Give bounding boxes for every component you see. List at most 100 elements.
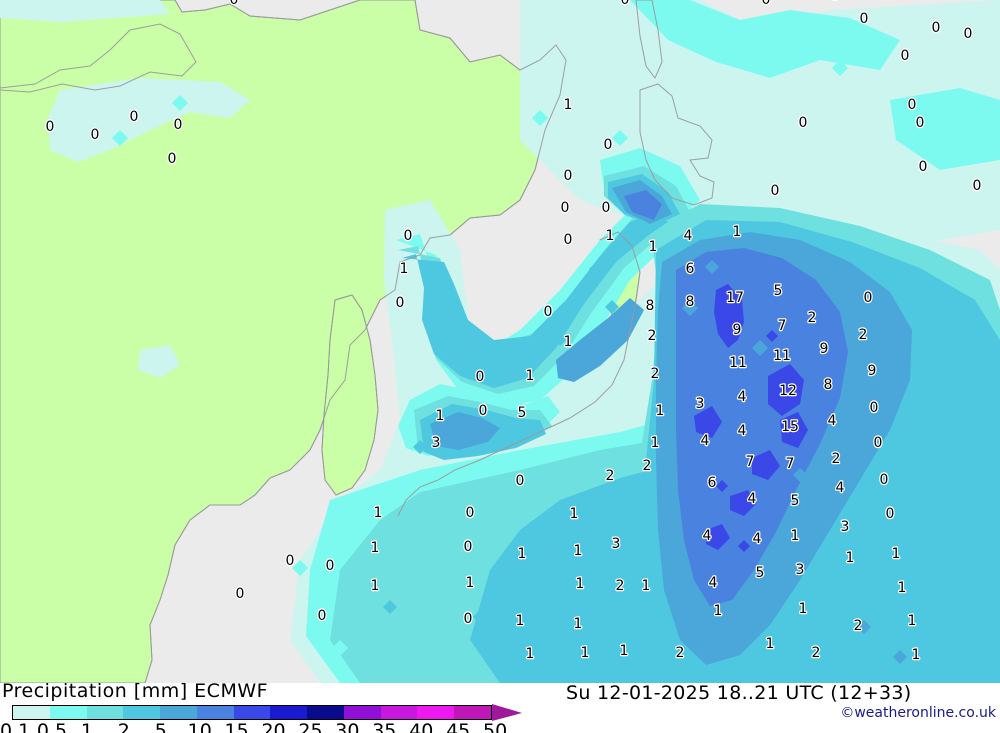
precip-value-label: 0: [318, 608, 327, 624]
precip-value-label: 1: [642, 578, 651, 594]
colorbar-swatch-2: [86, 706, 124, 719]
colorbar-swatch-4: [160, 706, 197, 719]
colorbar-tick-labels: 0.1 0.5 1 2 5 10 15 20 25 30 35 40 45 50: [0, 720, 540, 733]
precip-value-label: 1: [912, 647, 921, 663]
coastline-overlay: [0, 0, 715, 683]
precip-value-label: 0: [870, 400, 879, 416]
colorbar-overflow-arrow: [492, 704, 522, 721]
precip-value-label: 1: [791, 528, 800, 544]
credit-label: ©weatheronline.co.uk: [840, 705, 996, 721]
precip-value-label: 8: [686, 294, 695, 310]
colorbar-swatch-7: [270, 706, 308, 719]
colorbar-tick-40: 40: [409, 720, 434, 733]
colorbar-tick-50: 50: [483, 720, 508, 733]
colorbar-tick-5: 5: [154, 720, 167, 733]
precip-value-label: 7: [746, 454, 755, 470]
precip-value-label: 7: [778, 318, 787, 334]
precip-value-label: 2: [651, 366, 660, 382]
colorbar-tick-0.5: 0.5: [36, 720, 68, 733]
precip-value-label: 0: [168, 151, 177, 167]
precip-value-label: 1: [516, 613, 525, 629]
colorbar-tick-30: 30: [335, 720, 360, 733]
precip-value-label: 2: [808, 310, 817, 326]
precip-value-label: 0: [908, 97, 917, 113]
map-canvas[interactable]: 0000000101300150110000010182211214683464…: [0, 0, 1000, 683]
precip-value-label: 12: [779, 383, 797, 399]
precip-value-label: 1: [714, 603, 723, 619]
precip-value-label: 1: [574, 616, 583, 632]
colorbar-swatch-12: [454, 706, 491, 719]
colorbar-swatch-1: [49, 706, 87, 719]
precip-value-label: 0: [886, 506, 895, 522]
precip-value-label: 2: [859, 327, 868, 343]
precip-value-label: 11: [773, 348, 791, 364]
precip-value-label: 2: [854, 618, 863, 634]
precip-value-label: 2: [606, 468, 615, 484]
precip-value-label: 1: [766, 636, 775, 652]
precip-value-label: 0: [932, 20, 941, 36]
precip-value-label: 15: [781, 419, 799, 435]
precip-value-label: 0: [864, 290, 873, 306]
precip-value-label: 0: [91, 127, 100, 143]
precip-value-label: 3: [612, 536, 621, 552]
precip-value-label: 2: [832, 451, 841, 467]
precip-value-label: 4: [684, 228, 693, 244]
precip-value-label: 0: [916, 115, 925, 131]
precip-value-label: 0: [130, 109, 139, 125]
precip-value-label: 4: [753, 531, 762, 547]
precip-value-label: 0: [476, 369, 485, 385]
legend-title: Precipitation [mm] ECMWF: [2, 680, 269, 702]
precip-value-label: 6: [686, 261, 695, 277]
precip-value-label: 0: [901, 48, 910, 64]
precip-value-label: 0: [564, 168, 573, 184]
colorbar: [12, 705, 492, 720]
precip-value-labels: 0000000101300150110000010182211214683464…: [44, 0, 982, 664]
precip-value-label: 9: [733, 322, 742, 338]
precip-value-label: 17: [726, 290, 744, 306]
precip-value-label: 1: [581, 645, 590, 661]
precip-value-label: 1: [436, 408, 445, 424]
precip-value-label: 2: [616, 578, 625, 594]
precip-value-label: 2: [812, 645, 821, 661]
precip-value-label: 0: [561, 200, 570, 216]
precip-value-label: 0: [544, 304, 553, 320]
precip-value-label: 0: [286, 553, 295, 569]
precip-value-label: 0: [46, 119, 55, 135]
precip-value-label: 1: [564, 97, 573, 113]
precip-value-label: 4: [701, 433, 710, 449]
colorbar-swatch-10: [380, 706, 418, 719]
precip-value-label: 0: [874, 435, 883, 451]
precip-value-label: 0: [602, 200, 611, 216]
colorbar-swatch-5: [196, 706, 234, 719]
precip-value-label: 0: [464, 611, 473, 627]
precip-value-label: 1: [570, 506, 579, 522]
precip-value-label: 9: [820, 341, 829, 357]
colorbar-swatch-0: [13, 706, 50, 719]
precip-value-label: 1: [846, 550, 855, 566]
colorbar-swatch-11: [417, 706, 455, 719]
precip-value-label: 1: [371, 578, 380, 594]
precip-value-label: 1: [466, 575, 475, 591]
precip-value-label: 0: [479, 403, 488, 419]
precip-value-label: 5: [791, 493, 800, 509]
colorbar-tick-35: 35: [372, 720, 397, 733]
precip-value-label: 4: [748, 491, 757, 507]
precip-value-label: 4: [738, 389, 747, 405]
precip-value-label: 1: [733, 224, 742, 240]
precip-value-label: 0: [464, 539, 473, 555]
precip-value-label: 0: [174, 117, 183, 133]
precip-value-label: 1: [620, 643, 629, 659]
precip-value-label: 4: [828, 413, 837, 429]
precip-value-label: 1: [526, 646, 535, 662]
precip-value-label: 0: [404, 228, 413, 244]
colorbar-swatch-9: [343, 706, 381, 719]
precip-value-label: 0: [880, 472, 889, 488]
colorbar-tick-15: 15: [224, 720, 249, 733]
precip-value-label: 1: [518, 546, 527, 562]
precip-value-label: 4: [703, 528, 712, 544]
colorbar-tick-2: 2: [117, 720, 130, 733]
colorbar-tick-25: 25: [298, 720, 323, 733]
precip-value-label: 11: [729, 355, 747, 371]
precip-value-label: 1: [576, 576, 585, 592]
